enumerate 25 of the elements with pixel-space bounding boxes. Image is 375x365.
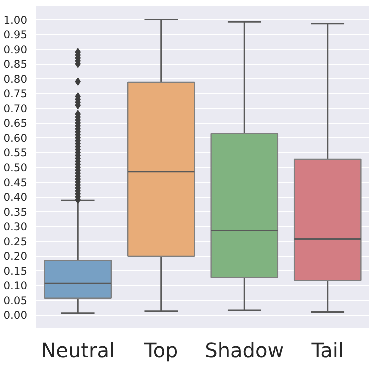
y-tick-label: 0.00: [4, 309, 28, 322]
x-tick-label: Tail: [310, 338, 344, 362]
y-tick-label: 0.20: [4, 250, 28, 264]
y-tick-label: 0.40: [4, 191, 28, 204]
y-tick-label: 0.70: [4, 102, 28, 116]
y-tick-label: 0.45: [4, 176, 28, 190]
y-tick-label: 1.00: [4, 14, 28, 27]
y-tick-label: 0.10: [4, 280, 28, 293]
y-tick-label: 0.90: [4, 43, 28, 56]
x-tick-label: Shadow: [205, 338, 284, 362]
y-tick-label: 0.95: [4, 28, 28, 42]
y-tick-label: 0.60: [4, 132, 28, 145]
y-tick-label: 0.50: [4, 162, 28, 174]
y-tick-label: 0.25: [4, 235, 28, 248]
y-tick-label: 0.05: [4, 294, 28, 308]
y-tick-label: 0.55: [4, 146, 28, 160]
y-tick-label: 0.75: [4, 88, 28, 101]
x-tick-label: Neutral: [41, 338, 116, 362]
x-tick-label: Top: [144, 338, 178, 362]
y-tick-label: 0.30: [4, 220, 28, 234]
y-tick-label: 0.65: [4, 117, 28, 130]
y-tick-label: 0.35: [4, 206, 28, 219]
y-tick-label: 0.15: [4, 264, 28, 278]
y-tick-label: 0.85: [4, 58, 28, 72]
y-tick-label: 0.80: [4, 72, 28, 86]
